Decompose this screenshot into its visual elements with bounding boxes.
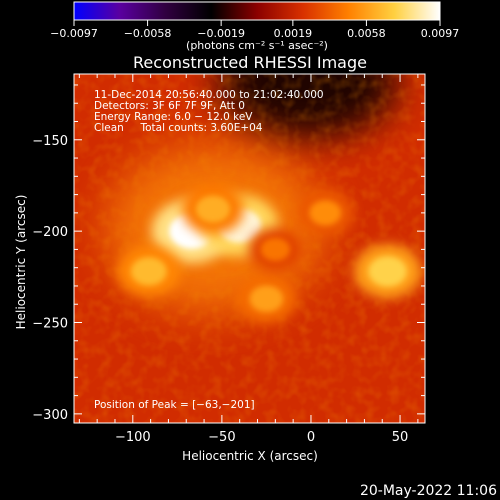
emission-source-core xyxy=(309,200,342,226)
info-line-detectors: Detectors: 3F 6F 7F 9F, Att 0 xyxy=(94,100,245,112)
colorbar-ticks: −0.0097 −0.0058 −0.0019 0.0019 0.0058 0.0097 xyxy=(50,20,459,40)
emission-source-core xyxy=(260,237,291,262)
y-tick-label: −150 xyxy=(32,134,68,149)
emission-source-core xyxy=(249,285,284,312)
x-tick-label: −100 xyxy=(115,430,151,445)
info-line-energy: Energy Range: 6.0 − 12.0 keV xyxy=(94,111,253,123)
info-line-time: 11-Dec-2014 20:56:40.000 to 21:02:40.000 xyxy=(94,89,324,101)
y-tick-label: −300 xyxy=(32,408,68,423)
colorbar-tick-label: −0.0019 xyxy=(197,27,245,40)
colorbar-tick-label: 0.0058 xyxy=(347,27,386,40)
emission-source-core xyxy=(368,256,407,287)
x-axis: −100 −50 0 50 xyxy=(78,74,419,445)
y-axis: −150 −200 −250 −300 xyxy=(32,84,425,423)
peak-position-label: Position of Peak = [−63,−201] xyxy=(94,399,255,411)
chart-title: Reconstructed RHESSI Image xyxy=(133,53,367,72)
colorbar xyxy=(73,1,441,21)
footer-date: 20-May-2022 11:06 xyxy=(360,483,497,499)
colorbar-tick-label: −0.0097 xyxy=(50,27,98,40)
x-axis-title: Heliocentric X (arcsec) xyxy=(182,449,318,463)
x-tick-label: 0 xyxy=(307,430,315,445)
emission-source-core xyxy=(195,195,231,223)
x-tick-label: −50 xyxy=(208,430,235,445)
image-area xyxy=(74,74,425,423)
colorbar-tick-label: 0.0019 xyxy=(274,27,313,40)
x-tick-label: 50 xyxy=(392,430,409,445)
colorbar-tick-label: −0.0058 xyxy=(124,27,172,40)
info-block: 11-Dec-2014 20:56:40.000 to 21:02:40.000… xyxy=(94,89,324,134)
plot-frame xyxy=(73,73,426,424)
y-axis-title: Heliocentric Y (arcsec) xyxy=(14,195,28,330)
y-tick-label: −200 xyxy=(32,225,68,240)
colorbar-units: (photons cm⁻² s⁻¹ asec⁻²) xyxy=(186,39,328,52)
info-line-counts: Clean Total counts: 3.60E+04 xyxy=(94,122,263,134)
colorbar-tick-label: 0.0097 xyxy=(421,27,460,40)
emission-source-core xyxy=(130,257,167,286)
y-tick-label: −250 xyxy=(32,317,68,332)
emission-sources xyxy=(116,184,422,323)
